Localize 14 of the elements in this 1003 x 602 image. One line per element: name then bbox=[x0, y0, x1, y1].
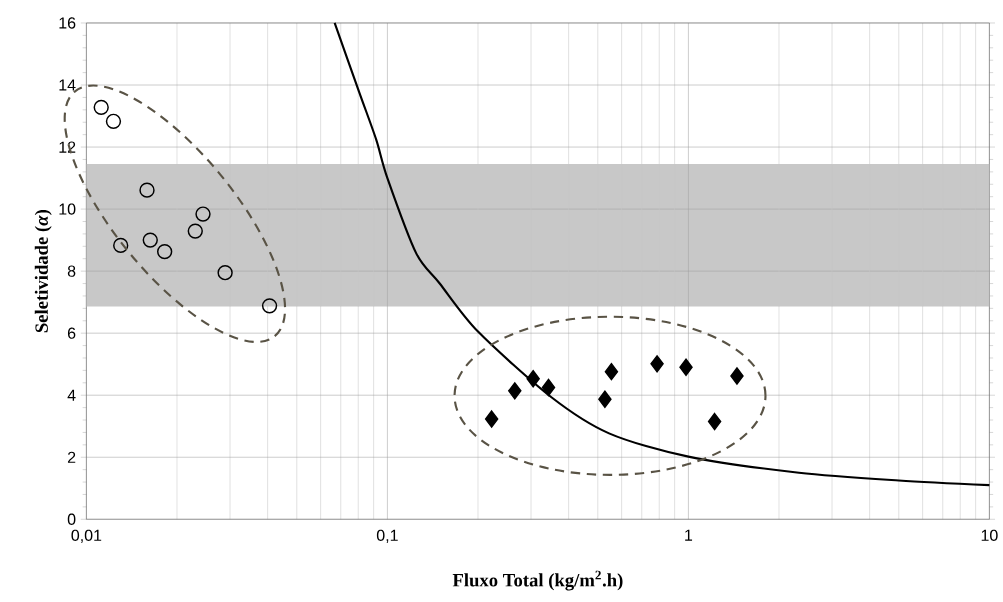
y-tick-label: 4 bbox=[67, 389, 76, 401]
y-tick-label: 2 bbox=[67, 451, 76, 463]
y-tick-label: 10 bbox=[59, 203, 76, 215]
y-tick-label: 6 bbox=[67, 327, 76, 339]
y-tick-label: 16 bbox=[59, 17, 76, 29]
x-axis-title: Fluxo Total (kg/m$^{2}$.h) bbox=[452, 570, 623, 591]
x-tick-label: 10 bbox=[981, 529, 998, 541]
y-tick-label: 8 bbox=[67, 265, 76, 277]
y-tick-label: 14 bbox=[59, 79, 76, 91]
x-tick-label: 0,1 bbox=[376, 529, 398, 543]
x-tick-label: 1 bbox=[685, 529, 693, 541]
x-tick-label: 0,01 bbox=[71, 529, 102, 543]
y-axis-title: Seletividade (α) bbox=[34, 209, 52, 333]
y-tick-label: 0 bbox=[67, 513, 76, 525]
